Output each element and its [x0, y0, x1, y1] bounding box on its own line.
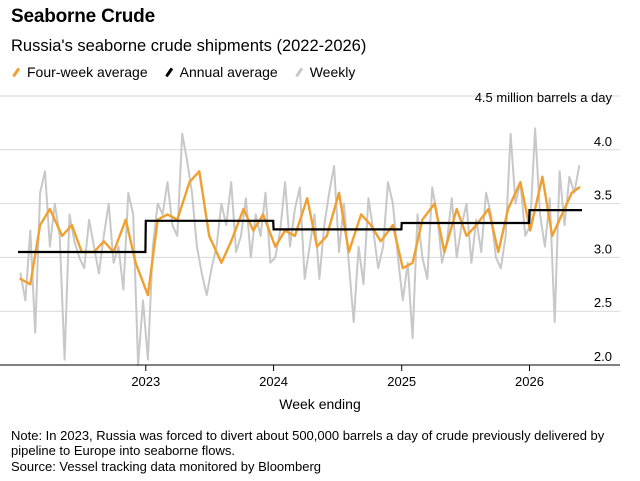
x-tick-label-2: 2025: [387, 374, 416, 389]
y-axis-unit-label: 4.5 million barrels a day: [475, 90, 613, 105]
y-tick-label-0: 2.0: [594, 349, 612, 364]
legend-item-four-week-average: Four-week average: [11, 64, 148, 80]
legend-swatch-annual: [164, 67, 173, 77]
chart-note: Note: In 2023, Russia was forced to dive…: [11, 428, 605, 459]
y-tick-label-4: 4.0: [594, 134, 612, 149]
legend: Four-week average Annual average Weekly: [11, 64, 355, 80]
four-week-average-series: [19, 170, 581, 297]
legend-label-weekly: Weekly: [309, 64, 356, 80]
x-axis-label: Week ending: [279, 396, 361, 412]
legend-label-annual: Annual average: [179, 64, 278, 80]
weekly-line: [19, 127, 581, 366]
y-tick-label-3: 3.5: [594, 188, 612, 203]
chart-title: Seaborne Crude: [11, 6, 155, 27]
y-tick-label-2: 3.0: [594, 241, 612, 256]
legend-swatch-weekly: [294, 67, 303, 77]
chart-source: Source: Vessel tracking data monitored b…: [11, 459, 322, 474]
legend-swatch-four-week: [12, 67, 20, 77]
x-axis: 2023 2024 2025 2026: [0, 364, 620, 389]
x-tick-label-3: 2026: [515, 374, 544, 389]
legend-label-four-week: Four-week average: [27, 64, 148, 80]
weekly-series: [19, 127, 581, 366]
y-tick-label-1: 2.5: [594, 295, 612, 310]
legend-item-annual-average: Annual average: [164, 64, 278, 80]
legend-item-weekly: Weekly: [294, 64, 356, 80]
annual-average-series: [18, 209, 582, 254]
annual-average-line: [18, 209, 582, 254]
x-tick-label-1: 2024: [259, 374, 288, 389]
four-week-average-line: [19, 170, 581, 297]
y-axis-tick-labels: 2.0 2.5 3.0 3.5 4.0: [594, 134, 612, 364]
line-chart: 2.0 2.5 3.0 3.5 4.0 4.5 million barrels a da…: [0, 90, 620, 389]
x-tick-label-0: 2023: [131, 374, 160, 389]
chart-subtitle: Russia's seaborne crude shipments (2022-…: [11, 37, 367, 55]
